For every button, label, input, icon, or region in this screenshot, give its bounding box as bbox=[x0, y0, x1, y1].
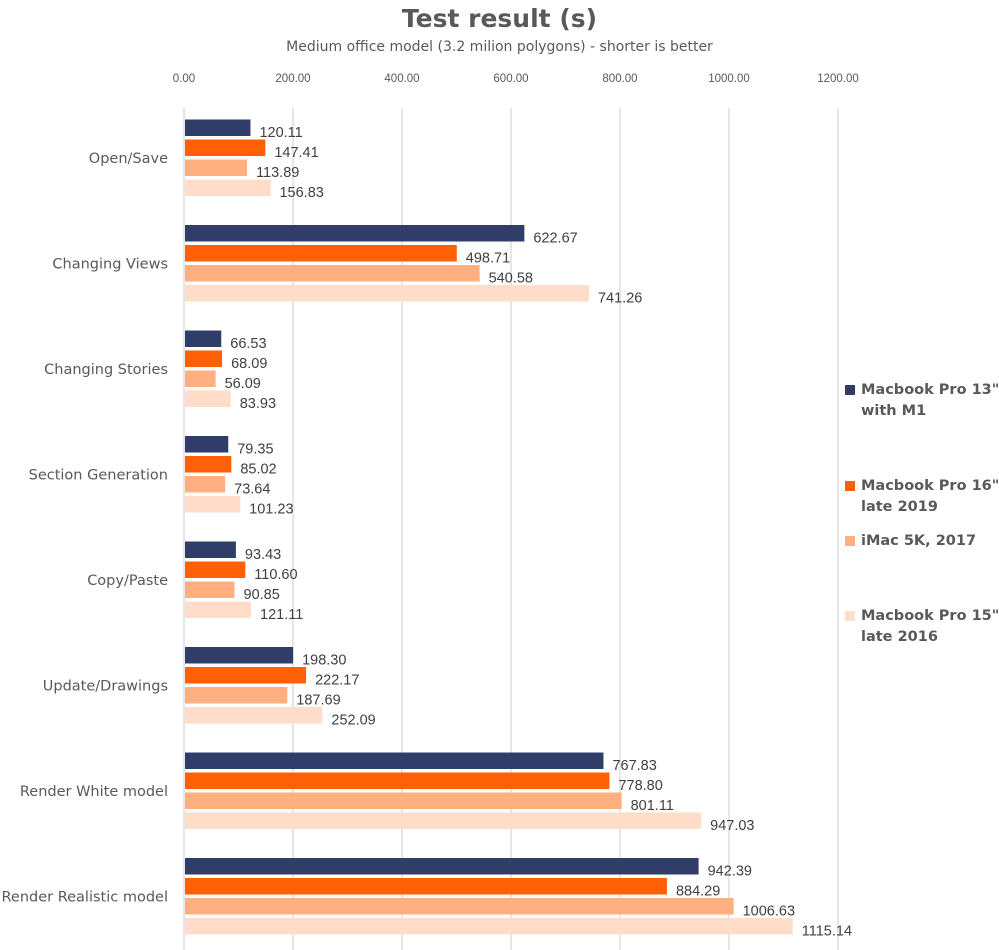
bar bbox=[185, 541, 236, 558]
value-label: 222.17 bbox=[315, 672, 359, 688]
category-label: Render White model bbox=[20, 784, 168, 800]
bar bbox=[185, 752, 604, 769]
bar bbox=[185, 476, 226, 493]
bar bbox=[185, 390, 231, 407]
category-label: Changing Views bbox=[52, 256, 168, 272]
x-tick-label: 0.00 bbox=[173, 73, 195, 85]
category-label: Changing Stories bbox=[44, 362, 168, 378]
gridlines bbox=[183, 108, 839, 950]
value-label: 801.11 bbox=[631, 798, 674, 814]
bar bbox=[185, 265, 480, 282]
bar bbox=[185, 245, 457, 262]
category-label: Copy/Paste bbox=[87, 573, 168, 589]
value-label: 622.67 bbox=[533, 230, 577, 246]
value-label: 741.26 bbox=[598, 290, 642, 306]
value-label: 93.43 bbox=[245, 547, 281, 563]
bar bbox=[185, 330, 222, 347]
bar bbox=[185, 225, 525, 242]
x-tick-label: 1200.00 bbox=[817, 73, 859, 85]
value-label: 147.41 bbox=[274, 145, 318, 161]
legend-swatch bbox=[845, 611, 855, 621]
bar bbox=[185, 812, 702, 829]
category-label: Open/Save bbox=[89, 151, 168, 167]
bar bbox=[185, 792, 622, 809]
bar bbox=[185, 179, 271, 196]
category-label: Section Generation bbox=[29, 467, 168, 483]
bar bbox=[185, 687, 288, 704]
value-label: 252.09 bbox=[331, 712, 375, 728]
x-tick-label: 200.00 bbox=[275, 73, 310, 85]
bars bbox=[185, 119, 793, 935]
legend-swatch bbox=[845, 536, 855, 546]
bar bbox=[185, 878, 667, 895]
value-label: 66.53 bbox=[230, 336, 266, 352]
value-label: 884.29 bbox=[676, 883, 720, 899]
value-label: 73.64 bbox=[234, 481, 270, 497]
value-label: 120.11 bbox=[259, 125, 302, 141]
category-label: Render Realistic model bbox=[1, 889, 168, 905]
bar bbox=[185, 601, 252, 618]
bar bbox=[185, 139, 266, 156]
bar bbox=[185, 436, 229, 453]
bar bbox=[185, 647, 294, 664]
bar bbox=[185, 667, 307, 684]
value-label: 1115.14 bbox=[802, 923, 852, 939]
bar bbox=[185, 350, 223, 367]
legend-item: Macbook Pro 13" with M1 bbox=[845, 380, 999, 422]
value-label: 767.83 bbox=[612, 758, 656, 774]
value-label: 110.60 bbox=[254, 567, 297, 583]
value-label: 187.69 bbox=[296, 692, 340, 708]
value-label: 113.89 bbox=[256, 165, 299, 181]
bar bbox=[185, 496, 241, 513]
bar bbox=[185, 772, 610, 789]
value-label: 101.23 bbox=[249, 501, 293, 517]
legend-label: Macbook Pro 15" late 2016 bbox=[861, 608, 999, 645]
bar bbox=[185, 561, 246, 578]
value-label: 85.02 bbox=[240, 461, 276, 477]
value-label: 947.03 bbox=[710, 818, 754, 834]
value-labels: 120.11 147.41 113.89 156.83 622.67 498.71 540.… bbox=[225, 125, 852, 940]
bar bbox=[185, 858, 699, 875]
bar bbox=[185, 898, 734, 915]
value-label: 198.30 bbox=[302, 652, 346, 668]
bar bbox=[185, 918, 793, 935]
value-label: 1006.63 bbox=[743, 903, 795, 919]
value-label: 83.93 bbox=[240, 396, 276, 412]
value-label: 121.11 bbox=[260, 607, 303, 623]
chart-title: Test result (s) bbox=[401, 4, 598, 33]
x-tick-label: 800.00 bbox=[602, 73, 637, 85]
legend-label: Macbook Pro 13" with M1 bbox=[861, 382, 999, 419]
value-label: 156.83 bbox=[279, 185, 323, 201]
legend-swatch bbox=[845, 481, 855, 491]
value-label: 79.35 bbox=[237, 441, 273, 457]
x-tick-label: 400.00 bbox=[384, 73, 419, 85]
legend-label: iMac 5K, 2017 bbox=[861, 533, 977, 549]
bar bbox=[185, 370, 216, 387]
category-labels: Open/Save Changing Views Changing Stories S… bbox=[1, 151, 168, 906]
legend-item: Macbook Pro 15" late 2016 bbox=[845, 606, 999, 648]
value-label: 90.85 bbox=[244, 587, 280, 603]
x-axis-ticks: 0.00 200.00 400.00 600.00 800.00 1000.00 1200.… bbox=[173, 73, 859, 85]
legend-item: Macbook Pro 16" late 2019 bbox=[845, 476, 999, 518]
value-label: 778.80 bbox=[618, 778, 662, 794]
value-label: 68.09 bbox=[231, 356, 267, 372]
x-tick-label: 1000.00 bbox=[708, 73, 750, 85]
legend-item: iMac 5K, 2017 bbox=[845, 531, 999, 552]
bar bbox=[185, 581, 235, 598]
x-tick-label: 600.00 bbox=[493, 73, 528, 85]
bar bbox=[185, 119, 251, 136]
bar bbox=[185, 285, 589, 302]
value-label: 540.58 bbox=[489, 270, 533, 286]
bar bbox=[185, 159, 248, 176]
bar bbox=[185, 707, 323, 724]
category-label: Update/Drawings bbox=[43, 678, 168, 694]
legend-label: Macbook Pro 16" late 2019 bbox=[861, 478, 999, 515]
chart-subtitle: Medium office model (3.2 milion polygons… bbox=[286, 39, 713, 55]
value-label: 498.71 bbox=[466, 250, 510, 266]
bar bbox=[185, 456, 232, 473]
value-label: 942.39 bbox=[708, 863, 752, 879]
value-label: 56.09 bbox=[225, 376, 261, 392]
legend-swatch bbox=[845, 385, 855, 395]
